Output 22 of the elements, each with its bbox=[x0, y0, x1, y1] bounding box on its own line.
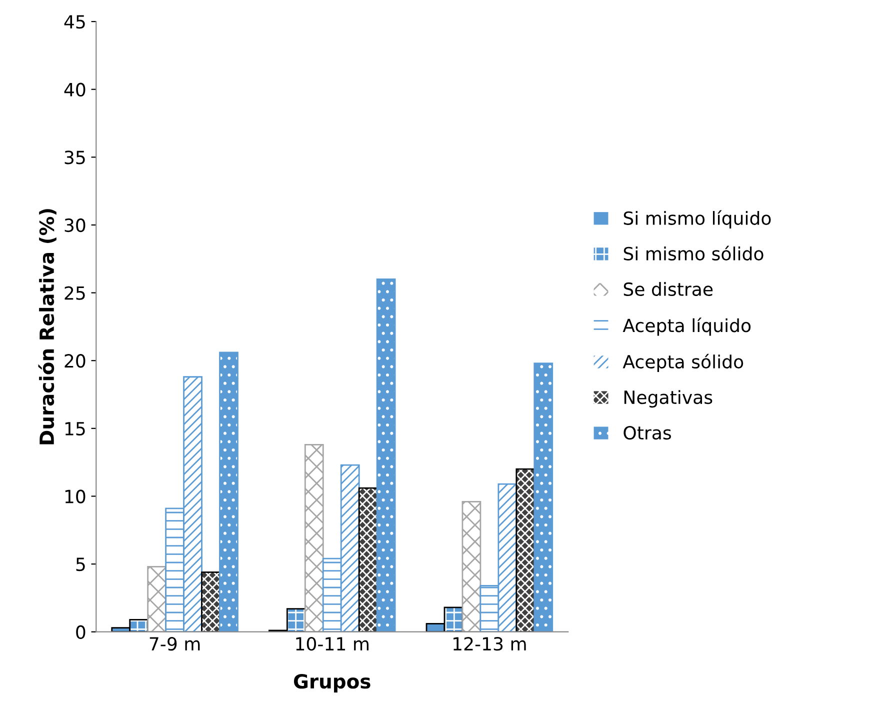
y-tick-label: 10 bbox=[65, 490, 86, 504]
legend-label: Si mismo líquido bbox=[624, 210, 771, 228]
legend-label: Acepta líquido bbox=[622, 318, 751, 336]
legend-label: Otras bbox=[624, 426, 671, 440]
legend-label: Se distrae bbox=[624, 282, 713, 296]
legend-label: Negativas bbox=[624, 390, 712, 408]
x-tick-label: 7-9 m bbox=[150, 637, 200, 651]
x-tick-label: 12-13 m bbox=[454, 637, 526, 651]
legend-label: Si mismo sólido bbox=[624, 246, 764, 261]
y-tick-label: 30 bbox=[64, 218, 86, 232]
y-tick-label: 25 bbox=[64, 286, 85, 300]
y-tick-label: 40 bbox=[64, 82, 86, 96]
y-tick-label: 15 bbox=[65, 422, 85, 436]
legend-label: Acepta sólido bbox=[622, 354, 744, 372]
y-tick-label: 20 bbox=[64, 354, 86, 368]
y-tick-label: 45 bbox=[64, 15, 85, 29]
y-tick-label: 0 bbox=[76, 625, 86, 639]
x-tick-label: 10-11 m bbox=[296, 637, 368, 651]
y-tick-label: 35 bbox=[64, 150, 85, 164]
y-tick-label: 5 bbox=[76, 558, 85, 572]
y-axis-title: Duración Relativa (%) bbox=[38, 209, 56, 444]
x-axis-title: Grupos bbox=[294, 674, 370, 692]
